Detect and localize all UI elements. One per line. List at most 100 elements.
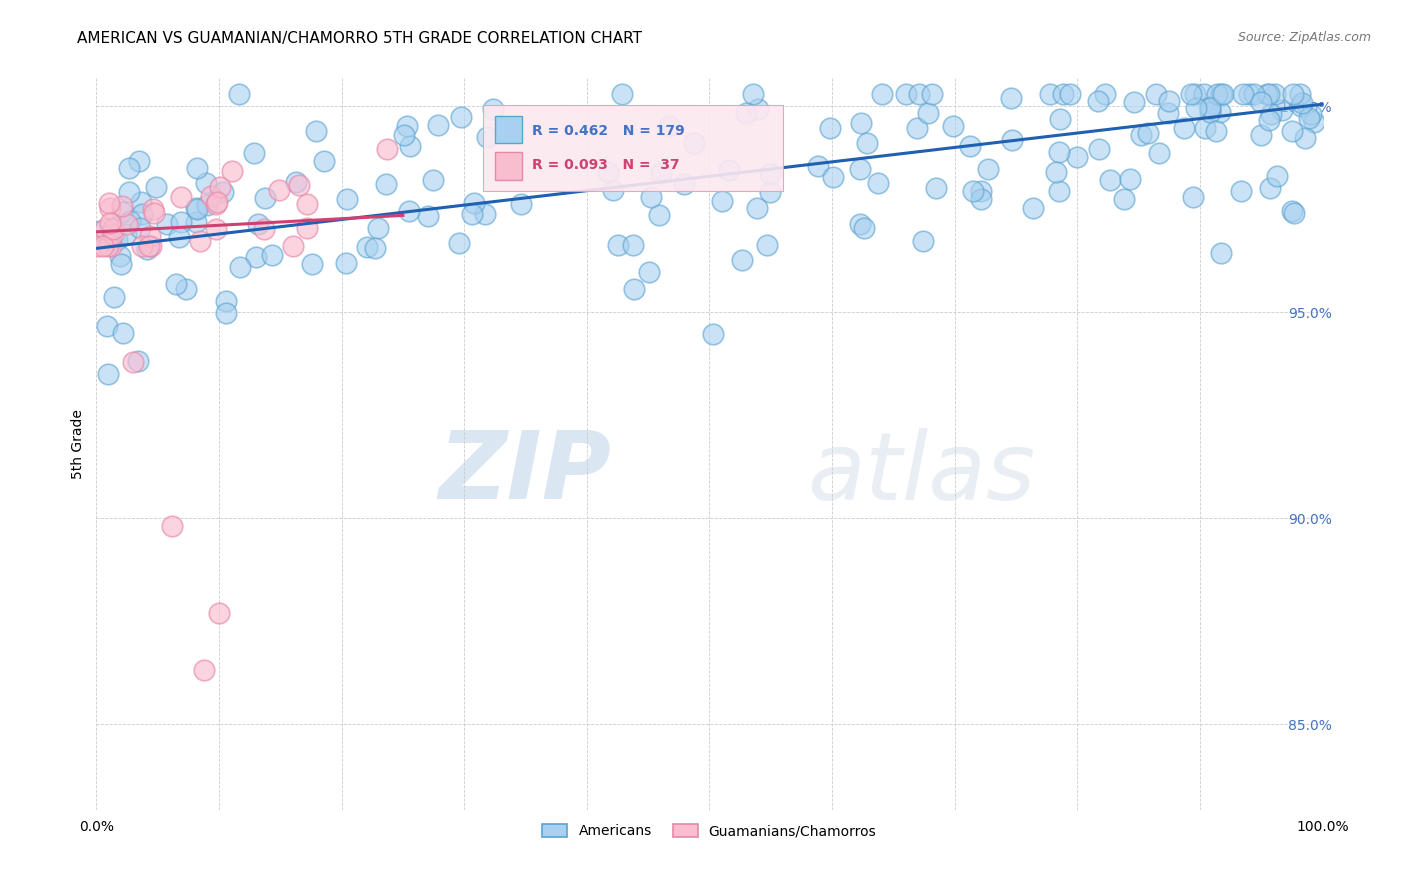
Point	[101, 227, 124, 241]
Point	[297, 197, 319, 211]
Point	[98, 195, 121, 210]
Point	[1294, 131, 1316, 145]
Point	[422, 173, 444, 187]
Point	[145, 180, 167, 194]
Point	[1052, 87, 1074, 101]
Point	[1282, 205, 1305, 219]
Point	[1230, 184, 1253, 198]
Point	[1114, 192, 1136, 206]
Point	[849, 217, 872, 231]
Legend: Americans, Guamanians/Chamorros: Americans, Guamanians/Chamorros	[537, 819, 882, 844]
Point	[734, 106, 756, 120]
Point	[510, 196, 533, 211]
Point	[962, 184, 984, 198]
Point	[894, 87, 917, 101]
Point	[398, 204, 420, 219]
Point	[375, 177, 398, 191]
Point	[221, 164, 243, 178]
Point	[131, 206, 153, 220]
Point	[602, 183, 624, 197]
Point	[756, 237, 779, 252]
Point	[367, 220, 389, 235]
Point	[399, 139, 422, 153]
Point	[1144, 87, 1167, 101]
Point	[115, 217, 138, 231]
Point	[970, 184, 993, 198]
Point	[243, 145, 266, 160]
Point	[463, 196, 485, 211]
Point	[169, 215, 191, 229]
Point	[229, 260, 252, 274]
Point	[186, 202, 208, 216]
Point	[1136, 126, 1159, 140]
Point	[702, 326, 724, 341]
Point	[1047, 145, 1070, 160]
Point	[747, 102, 769, 116]
Point	[818, 121, 841, 136]
Point	[93, 221, 115, 235]
Point	[742, 87, 765, 101]
Point	[98, 216, 121, 230]
Point	[481, 102, 503, 116]
Point	[1298, 111, 1320, 125]
Point	[427, 118, 450, 132]
Point	[1281, 124, 1303, 138]
Point	[118, 185, 141, 199]
Point	[138, 239, 160, 253]
Point	[1038, 87, 1060, 101]
Point	[1184, 87, 1206, 101]
Point	[162, 519, 184, 533]
Point	[228, 87, 250, 101]
Point	[1258, 112, 1281, 127]
Point	[1194, 121, 1216, 136]
Point	[194, 176, 217, 190]
Y-axis label: 5th Grade: 5th Grade	[72, 409, 86, 479]
Point	[1130, 128, 1153, 142]
Point	[1001, 133, 1024, 147]
Point	[610, 87, 633, 101]
Point	[100, 201, 122, 215]
Point	[312, 154, 335, 169]
Point	[449, 235, 471, 250]
Point	[1122, 95, 1144, 110]
Point	[284, 176, 307, 190]
Point	[1250, 128, 1272, 143]
Text: R = 0.462   N = 179: R = 0.462 N = 179	[531, 123, 685, 137]
Point	[1208, 104, 1230, 119]
Point	[1232, 87, 1254, 101]
Point	[1192, 87, 1215, 101]
Point	[912, 234, 935, 248]
Point	[184, 215, 207, 229]
Point	[1159, 94, 1181, 108]
Point	[1182, 190, 1205, 204]
Point	[142, 202, 165, 216]
Point	[247, 218, 270, 232]
Point	[129, 195, 152, 210]
Point	[305, 124, 328, 138]
Point	[111, 199, 134, 213]
Point	[1289, 99, 1312, 113]
Point	[907, 121, 929, 136]
Point	[110, 249, 132, 263]
Point	[747, 201, 769, 215]
Point	[959, 138, 981, 153]
Point	[205, 194, 228, 209]
Point	[1059, 87, 1081, 101]
Point	[114, 227, 136, 241]
Text: R = 0.093   N =  37: R = 0.093 N = 37	[531, 158, 679, 172]
Point	[186, 161, 208, 175]
Point	[96, 318, 118, 333]
Point	[1209, 246, 1232, 260]
Point	[169, 190, 191, 204]
Point	[1302, 115, 1324, 129]
Point	[165, 277, 187, 292]
Point	[96, 367, 118, 381]
Point	[100, 239, 122, 253]
Point	[650, 165, 672, 179]
Point	[683, 136, 706, 150]
Point	[375, 142, 398, 156]
Point	[759, 185, 782, 199]
Point	[1066, 150, 1088, 164]
Point	[658, 119, 681, 133]
Point	[215, 305, 238, 319]
